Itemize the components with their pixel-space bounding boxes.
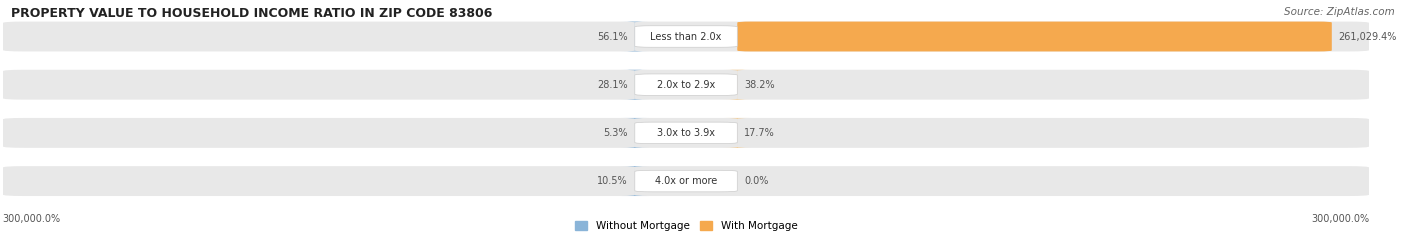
Text: 56.1%: 56.1% xyxy=(598,32,628,41)
Text: 2.0x to 2.9x: 2.0x to 2.9x xyxy=(657,80,716,90)
Text: 300,000.0%: 300,000.0% xyxy=(3,214,60,224)
Text: 28.1%: 28.1% xyxy=(598,80,628,90)
FancyBboxPatch shape xyxy=(634,170,737,192)
Text: 4.0x or more: 4.0x or more xyxy=(655,176,717,186)
FancyBboxPatch shape xyxy=(3,70,1369,100)
FancyBboxPatch shape xyxy=(3,22,1369,51)
Text: 0.0%: 0.0% xyxy=(744,176,769,186)
Text: 17.7%: 17.7% xyxy=(744,128,775,138)
Text: 10.5%: 10.5% xyxy=(598,176,628,186)
FancyBboxPatch shape xyxy=(724,118,751,148)
FancyBboxPatch shape xyxy=(634,26,737,47)
Text: Source: ZipAtlas.com: Source: ZipAtlas.com xyxy=(1284,7,1395,17)
Text: Less than 2.0x: Less than 2.0x xyxy=(651,32,721,41)
Text: PROPERTY VALUE TO HOUSEHOLD INCOME RATIO IN ZIP CODE 83806: PROPERTY VALUE TO HOUSEHOLD INCOME RATIO… xyxy=(11,7,492,20)
Legend: Without Mortgage, With Mortgage: Without Mortgage, With Mortgage xyxy=(571,217,801,234)
Text: 300,000.0%: 300,000.0% xyxy=(1312,214,1369,224)
Text: 261,029.4%: 261,029.4% xyxy=(1339,32,1398,41)
FancyBboxPatch shape xyxy=(621,118,648,148)
FancyBboxPatch shape xyxy=(634,122,737,144)
FancyBboxPatch shape xyxy=(621,166,648,196)
Text: 3.0x to 3.9x: 3.0x to 3.9x xyxy=(657,128,716,138)
FancyBboxPatch shape xyxy=(621,70,648,100)
Text: 5.3%: 5.3% xyxy=(603,128,628,138)
FancyBboxPatch shape xyxy=(621,22,648,51)
FancyBboxPatch shape xyxy=(3,166,1369,196)
FancyBboxPatch shape xyxy=(737,22,1331,51)
FancyBboxPatch shape xyxy=(3,118,1369,148)
FancyBboxPatch shape xyxy=(724,70,751,100)
Text: 38.2%: 38.2% xyxy=(744,80,775,90)
FancyBboxPatch shape xyxy=(634,74,737,95)
